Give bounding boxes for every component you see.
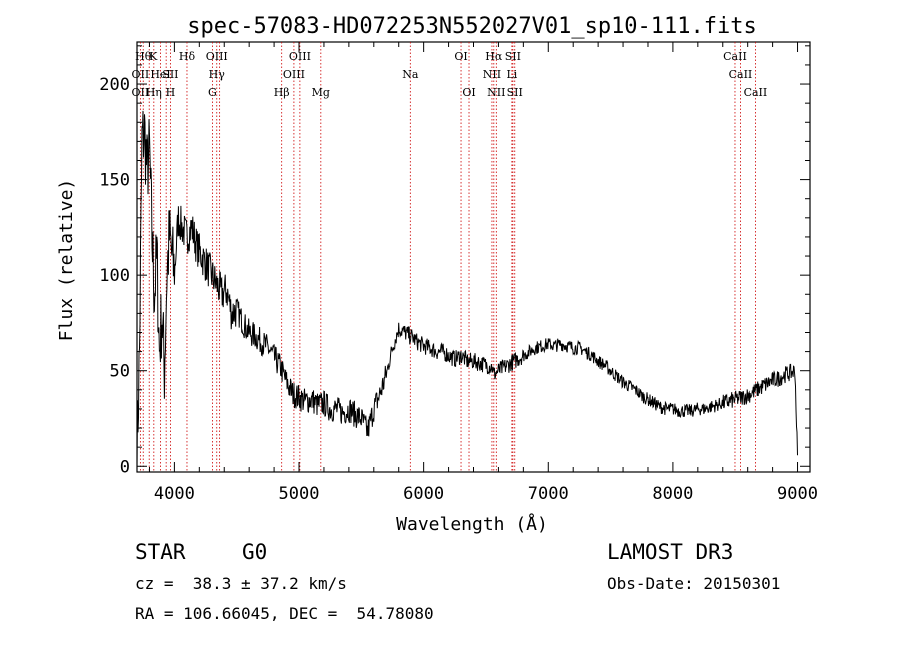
x-tick-label: 9000 [777, 484, 818, 504]
line-label: Hβ [274, 86, 290, 99]
line-label: SII [162, 68, 178, 81]
x-tick-label: 8000 [652, 484, 693, 504]
y-tick-label: 0 [120, 457, 130, 477]
spectrum-line [136, 110, 798, 467]
line-label: OI [454, 50, 467, 63]
line-label: G [208, 86, 217, 99]
spectrum-layer [136, 110, 798, 467]
x-tick-label: 5000 [279, 484, 320, 504]
x-tick-label: 4000 [154, 484, 195, 504]
line-label: Hδ [179, 50, 196, 63]
line-label: CaII [729, 68, 753, 81]
subclass: G0 [242, 540, 268, 564]
line-label: OIII [289, 50, 311, 63]
line-label: CaII [744, 86, 768, 99]
line-label: OII [132, 68, 150, 81]
y-axis-label: Flux (relative) [56, 179, 77, 342]
y-tick-label: 50 [110, 362, 130, 382]
line-label: Hα [485, 50, 503, 63]
coordinates: RA = 106.66045, DEC = 54.78080 [135, 604, 434, 623]
line-label: Na [402, 68, 419, 81]
line-label: HeI [150, 68, 170, 81]
line-label: Hγ [209, 68, 226, 81]
line-label: CaII [723, 50, 747, 63]
line-label: NII [483, 68, 501, 81]
line-label: Hη [146, 86, 162, 99]
line-label: NII [487, 86, 505, 99]
x-axis: 4000 5000 6000 7000 8000 9000 [148, 42, 818, 504]
line-label: H [166, 86, 176, 99]
redshift-info: cz = 38.3 ± 37.2 km/s [135, 574, 347, 593]
line-label: OI [462, 86, 475, 99]
y-tick-label: 100 [99, 266, 130, 286]
survey-name: LAMOST DR3 [607, 540, 734, 564]
line-label: Li [506, 68, 517, 81]
line-label: OIII [206, 50, 228, 63]
x-axis-label: Wavelength (Å) [396, 513, 548, 535]
line-label: Mg [312, 86, 330, 99]
y-axis: 0 50 100 150 200 [99, 45, 810, 477]
chart-title: spec-57083-HD072253N552027V01_sp10-111.f… [187, 14, 757, 39]
x-tick-label: 6000 [403, 484, 444, 504]
line-label: K [149, 50, 158, 63]
object-class: STAR [135, 540, 186, 564]
line-label: OIII [283, 68, 305, 81]
x-tick-label: 7000 [528, 484, 569, 504]
y-tick-label: 200 [99, 75, 130, 95]
line-label: SII [507, 86, 523, 99]
line-label: Hθ [135, 50, 152, 63]
obs-date: Obs-Date: 20150301 [607, 574, 781, 593]
line-label: OII [132, 86, 150, 99]
line-label: SII [505, 50, 521, 63]
y-tick-label: 150 [99, 171, 130, 191]
